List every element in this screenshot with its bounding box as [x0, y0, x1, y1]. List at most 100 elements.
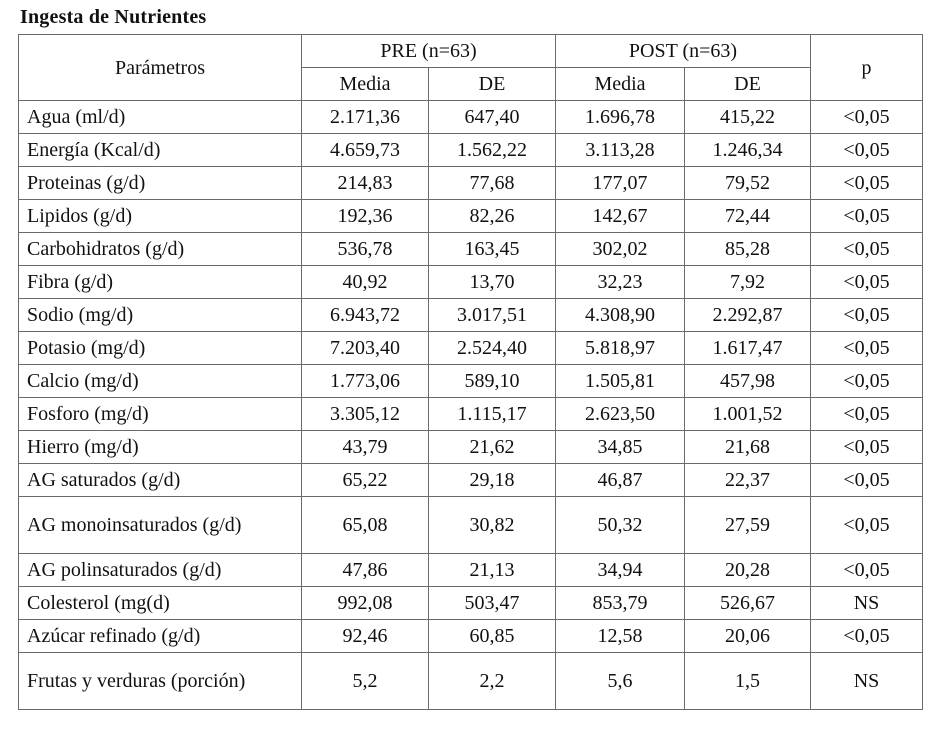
post-mean-cell: 142,67: [555, 199, 685, 233]
pre-mean-cell: 7.203,40: [301, 331, 429, 365]
pre-mean-cell: 4.659,73: [301, 133, 429, 167]
post-sd-cell: 20,06: [684, 619, 811, 653]
table-row: Hierro (mg/d) 43,79 21,62 34,85 21,68 <0…: [18, 430, 923, 464]
post-mean-cell: 1.505,81: [555, 364, 685, 398]
row-parameter: Sodio (mg/d): [18, 298, 302, 332]
table-row: Fosforo (mg/d) 3.305,12 1.115,17 2.623,5…: [18, 397, 923, 431]
p-value-cell: <0,05: [810, 331, 923, 365]
post-sd-cell: 526,67: [684, 586, 811, 620]
pre-sd-cell: 29,18: [428, 463, 556, 497]
pre-mean-cell: 192,36: [301, 199, 429, 233]
table-row: Sodio (mg/d) 6.943,72 3.017,51 4.308,90 …: [18, 298, 923, 332]
nutrient-intake-table: Parámetros PRE (n=63) POST (n=63) p Medi…: [18, 34, 923, 710]
table-row: AG polinsaturados (g/d) 47,86 21,13 34,9…: [18, 553, 923, 587]
pre-mean-cell: 65,22: [301, 463, 429, 497]
p-value-cell: <0,05: [810, 199, 923, 233]
post-sd-cell: 85,28: [684, 232, 811, 266]
p-value-cell: <0,05: [810, 619, 923, 653]
pre-sd-cell: 163,45: [428, 232, 556, 266]
pre-mean-cell: 92,46: [301, 619, 429, 653]
post-mean-cell: 12,58: [555, 619, 685, 653]
row-parameter: AG monoinsaturados (g/d): [18, 496, 302, 554]
pre-sd-cell: 13,70: [428, 265, 556, 299]
p-value-cell: <0,05: [810, 265, 923, 299]
post-mean-cell: 5,6: [555, 652, 685, 710]
p-value-cell: <0,05: [810, 100, 923, 134]
p-value-cell: <0,05: [810, 133, 923, 167]
header-post-sd: DE: [684, 67, 811, 101]
header-post-mean: Media: [555, 67, 685, 101]
pre-mean-cell: 1.773,06: [301, 364, 429, 398]
row-parameter: Azúcar refinado (g/d): [18, 619, 302, 653]
post-mean-cell: 34,94: [555, 553, 685, 587]
pre-mean-cell: 536,78: [301, 232, 429, 266]
row-parameter: Frutas y verduras (porción): [18, 652, 302, 710]
pre-sd-cell: 21,62: [428, 430, 556, 464]
post-sd-cell: 79,52: [684, 166, 811, 200]
post-sd-cell: 2.292,87: [684, 298, 811, 332]
row-parameter: Carbohidratos (g/d): [18, 232, 302, 266]
p-value-cell: <0,05: [810, 430, 923, 464]
row-parameter: Fibra (g/d): [18, 265, 302, 299]
post-mean-cell: 5.818,97: [555, 331, 685, 365]
pre-sd-cell: 2,2: [428, 652, 556, 710]
pre-mean-cell: 5,2: [301, 652, 429, 710]
p-value-cell: <0,05: [810, 364, 923, 398]
pre-mean-cell: 40,92: [301, 265, 429, 299]
pre-sd-cell: 2.524,40: [428, 331, 556, 365]
post-mean-cell: 34,85: [555, 430, 685, 464]
post-mean-cell: 853,79: [555, 586, 685, 620]
post-sd-cell: 1.617,47: [684, 331, 811, 365]
table-row: Azúcar refinado (g/d) 92,46 60,85 12,58 …: [18, 619, 923, 653]
post-mean-cell: 1.696,78: [555, 100, 685, 134]
post-sd-cell: 415,22: [684, 100, 811, 134]
pre-mean-cell: 2.171,36: [301, 100, 429, 134]
post-mean-cell: 4.308,90: [555, 298, 685, 332]
p-value-cell: <0,05: [810, 463, 923, 497]
pre-sd-cell: 503,47: [428, 586, 556, 620]
table-row: Carbohidratos (g/d) 536,78 163,45 302,02…: [18, 232, 923, 266]
pre-sd-cell: 30,82: [428, 496, 556, 554]
pre-sd-cell: 589,10: [428, 364, 556, 398]
post-mean-cell: 46,87: [555, 463, 685, 497]
p-value-cell: NS: [810, 652, 923, 710]
header-pre-sd: DE: [428, 67, 556, 101]
p-value-cell: <0,05: [810, 232, 923, 266]
post-sd-cell: 457,98: [684, 364, 811, 398]
post-mean-cell: 50,32: [555, 496, 685, 554]
p-value-cell: <0,05: [810, 553, 923, 587]
header-pre-mean: Media: [301, 67, 429, 101]
row-parameter: AG polinsaturados (g/d): [18, 553, 302, 587]
post-sd-cell: 1.001,52: [684, 397, 811, 431]
post-mean-cell: 177,07: [555, 166, 685, 200]
p-value-cell: <0,05: [810, 298, 923, 332]
table-row: Calcio (mg/d) 1.773,06 589,10 1.505,81 4…: [18, 364, 923, 398]
table-row: Energía (Kcal/d) 4.659,73 1.562,22 3.113…: [18, 133, 923, 167]
row-parameter: Fosforo (mg/d): [18, 397, 302, 431]
table-row: Lipidos (g/d) 192,36 82,26 142,67 72,44 …: [18, 199, 923, 233]
post-sd-cell: 20,28: [684, 553, 811, 587]
row-parameter: AG saturados (g/d): [18, 463, 302, 497]
pre-sd-cell: 21,13: [428, 553, 556, 587]
post-mean-cell: 3.113,28: [555, 133, 685, 167]
pre-sd-cell: 82,26: [428, 199, 556, 233]
pre-mean-cell: 47,86: [301, 553, 429, 587]
pre-mean-cell: 65,08: [301, 496, 429, 554]
post-sd-cell: 72,44: [684, 199, 811, 233]
table-row: Fibra (g/d) 40,92 13,70 32,23 7,92 <0,05: [18, 265, 923, 299]
p-value-cell: <0,05: [810, 397, 923, 431]
pre-sd-cell: 60,85: [428, 619, 556, 653]
p-value-cell: <0,05: [810, 496, 923, 554]
post-mean-cell: 302,02: [555, 232, 685, 266]
p-value-cell: <0,05: [810, 166, 923, 200]
pre-sd-cell: 3.017,51: [428, 298, 556, 332]
row-parameter: Calcio (mg/d): [18, 364, 302, 398]
header-pre-group: PRE (n=63): [301, 34, 556, 68]
table-row: AG monoinsaturados (g/d) 65,08 30,82 50,…: [18, 496, 923, 554]
post-sd-cell: 7,92: [684, 265, 811, 299]
table-row: Agua (ml/d) 2.171,36 647,40 1.696,78 415…: [18, 100, 923, 134]
row-parameter: Agua (ml/d): [18, 100, 302, 134]
table-row: Potasio (mg/d) 7.203,40 2.524,40 5.818,9…: [18, 331, 923, 365]
post-sd-cell: 21,68: [684, 430, 811, 464]
table-title: Ingesta de Nutrientes: [20, 6, 207, 28]
